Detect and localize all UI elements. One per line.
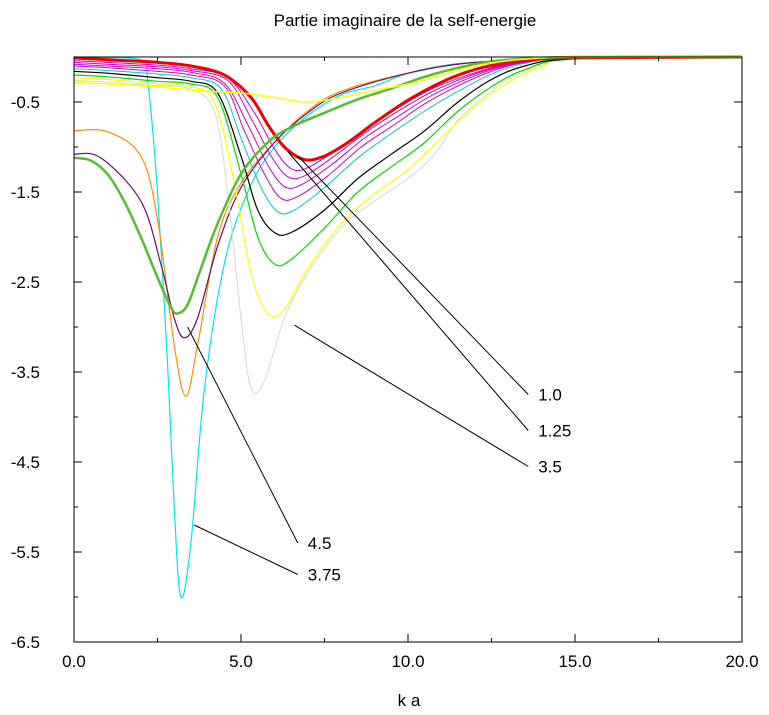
x-tick-label: 15.0 xyxy=(558,652,591,671)
plot-frame xyxy=(73,56,743,643)
series-line-3 xyxy=(74,56,742,395)
y-tick-label: -0.5 xyxy=(11,93,40,112)
x-tick-label: 20.0 xyxy=(725,652,758,671)
annotation-leader-4 xyxy=(194,524,298,575)
series-line-9 xyxy=(74,56,742,189)
y-tick-label: -6.5 xyxy=(11,633,40,652)
series-line-5 xyxy=(74,56,742,267)
y-tick-label: -3.5 xyxy=(11,363,40,382)
series-line-7 xyxy=(74,56,742,215)
y-tick-label: -5.5 xyxy=(11,543,40,562)
series-layer xyxy=(74,55,742,599)
y-tick-label: -2.5 xyxy=(11,273,40,292)
series-line-2 xyxy=(74,56,742,339)
annotation-leader-2 xyxy=(294,324,529,467)
x-tick-label: 5.0 xyxy=(229,652,253,671)
series-line-12 xyxy=(74,55,742,162)
y-tick-label: -1.5 xyxy=(11,183,40,202)
series-line-11 xyxy=(74,56,742,172)
annotation-leader-0 xyxy=(297,155,529,395)
annotation-leader-1 xyxy=(287,151,529,431)
annotation-label-0: 1.0 xyxy=(538,386,562,405)
series-line-13 xyxy=(74,55,742,315)
annotation-layer: 1.0 1.25 3.5 4.5 3.75 xyxy=(187,151,571,585)
series-line-0 xyxy=(74,56,742,599)
chart-title: Partie imaginaire de la self-energie xyxy=(274,11,537,30)
series-line-6 xyxy=(74,56,742,236)
series-line-4 xyxy=(74,56,742,318)
annotation-label-2: 3.5 xyxy=(538,458,562,477)
series-line-14 xyxy=(74,56,742,103)
annotation-label-1: 1.25 xyxy=(538,422,571,441)
series-line-10 xyxy=(74,56,742,180)
y-tick-label: -4.5 xyxy=(11,453,40,472)
x-tick-label: 0.0 xyxy=(62,652,86,671)
x-axis-label: k a xyxy=(398,691,421,710)
tick-layer: 0.0 5.0 10.0 15.0 20.0 -0.5 -1.5 -2.5 -3.5 -4.5 -5… xyxy=(11,56,759,671)
series-line-1 xyxy=(74,56,742,397)
annotation-label-3: 4.5 xyxy=(308,534,332,553)
x-tick-label: 10.0 xyxy=(391,652,424,671)
annotation-label-4: 3.75 xyxy=(308,566,341,585)
annotation-leader-3 xyxy=(187,326,299,544)
